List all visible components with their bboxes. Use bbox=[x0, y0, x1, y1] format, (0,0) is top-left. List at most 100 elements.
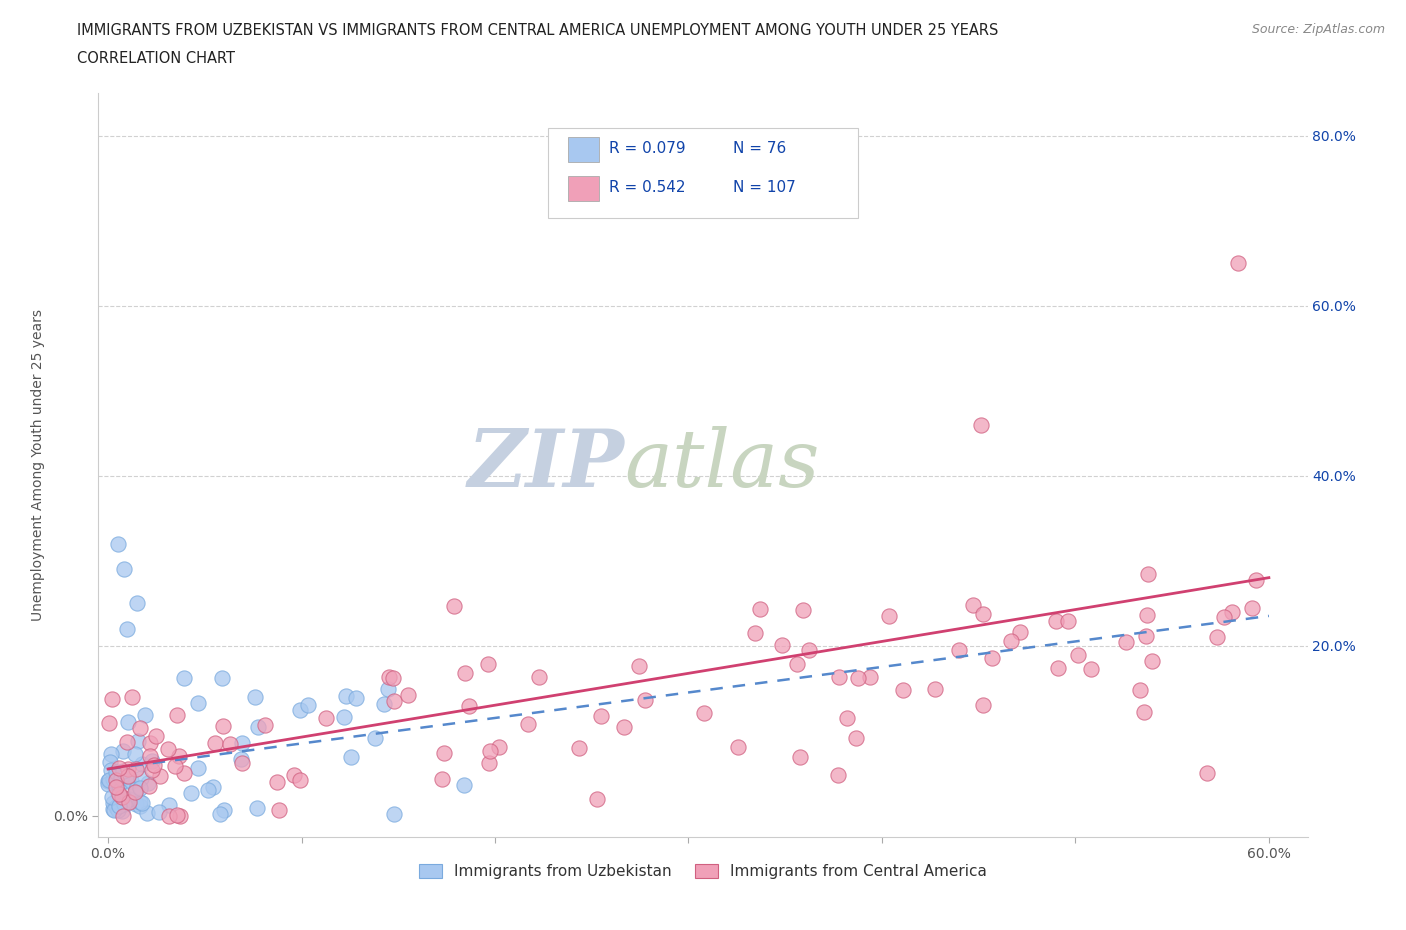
Point bbox=[786, 657, 808, 671]
Point bbox=[204, 736, 226, 751]
Point bbox=[315, 711, 337, 725]
Point bbox=[141, 763, 163, 777]
Point bbox=[457, 698, 479, 713]
Point bbox=[125, 797, 148, 812]
Text: Source: ZipAtlas.com: Source: ZipAtlas.com bbox=[1251, 23, 1385, 36]
Point bbox=[1000, 634, 1022, 649]
Point bbox=[727, 739, 749, 754]
Point bbox=[835, 711, 858, 725]
Point bbox=[212, 718, 235, 733]
Point bbox=[100, 691, 122, 706]
Point bbox=[108, 777, 131, 792]
Point bbox=[111, 808, 134, 823]
Text: R = 0.542: R = 0.542 bbox=[609, 180, 685, 195]
Point bbox=[100, 763, 122, 777]
Point bbox=[1136, 608, 1159, 623]
Point bbox=[148, 804, 170, 819]
Point bbox=[157, 808, 180, 823]
FancyBboxPatch shape bbox=[568, 137, 599, 162]
Point bbox=[877, 608, 900, 623]
Point bbox=[112, 796, 135, 811]
Point bbox=[970, 418, 993, 432]
Point bbox=[141, 753, 163, 768]
Point bbox=[297, 698, 319, 712]
Point bbox=[120, 773, 142, 788]
Text: CORRELATION CHART: CORRELATION CHART bbox=[77, 51, 235, 66]
Point bbox=[1213, 609, 1236, 624]
Point bbox=[1008, 624, 1031, 639]
Point bbox=[384, 807, 406, 822]
Point bbox=[972, 698, 994, 712]
Point bbox=[1133, 704, 1156, 719]
Point bbox=[1136, 566, 1159, 581]
Point bbox=[187, 761, 209, 776]
Point bbox=[100, 790, 122, 804]
Point bbox=[381, 671, 404, 686]
Point bbox=[1206, 630, 1229, 644]
Point bbox=[1142, 654, 1164, 669]
Point bbox=[453, 777, 475, 792]
Point bbox=[1129, 683, 1152, 698]
Point bbox=[180, 786, 202, 801]
Point bbox=[454, 666, 477, 681]
Point bbox=[827, 767, 849, 782]
Point bbox=[859, 670, 882, 684]
Point bbox=[430, 772, 453, 787]
Point bbox=[129, 799, 152, 814]
Point bbox=[477, 657, 499, 671]
Point bbox=[117, 773, 139, 788]
Point bbox=[173, 671, 195, 685]
Point bbox=[1057, 614, 1080, 629]
Point bbox=[98, 773, 121, 788]
Point bbox=[218, 737, 240, 751]
Point bbox=[139, 735, 162, 750]
Point bbox=[103, 796, 125, 811]
Point bbox=[792, 603, 814, 618]
Point bbox=[266, 775, 288, 790]
Point bbox=[1195, 765, 1218, 780]
Point bbox=[136, 776, 159, 790]
Point bbox=[131, 796, 153, 811]
Point bbox=[828, 670, 851, 684]
Text: N = 76: N = 76 bbox=[734, 141, 786, 156]
Point bbox=[97, 774, 120, 789]
Point bbox=[789, 750, 811, 764]
Point bbox=[138, 778, 160, 793]
Point bbox=[1240, 601, 1263, 616]
Point bbox=[377, 682, 399, 697]
Point bbox=[131, 756, 153, 771]
Point bbox=[344, 690, 367, 705]
Point bbox=[129, 794, 152, 809]
Point bbox=[145, 729, 167, 744]
Point bbox=[1067, 647, 1090, 662]
Point bbox=[117, 794, 139, 809]
Point bbox=[845, 731, 868, 746]
Point bbox=[197, 783, 219, 798]
Point bbox=[100, 746, 122, 761]
Text: N = 107: N = 107 bbox=[734, 180, 796, 195]
Point bbox=[797, 642, 820, 657]
Point bbox=[134, 708, 156, 723]
Text: R = 0.079: R = 0.079 bbox=[609, 141, 685, 156]
Point bbox=[924, 682, 946, 697]
Point bbox=[112, 562, 135, 577]
Point bbox=[124, 785, 146, 800]
Point bbox=[1080, 661, 1102, 676]
Point bbox=[105, 765, 128, 780]
Point bbox=[634, 692, 657, 707]
Point bbox=[948, 643, 970, 658]
Point bbox=[527, 670, 550, 684]
Point bbox=[129, 771, 152, 786]
Point bbox=[127, 596, 149, 611]
Point bbox=[124, 747, 146, 762]
Point bbox=[156, 741, 179, 756]
Point bbox=[382, 694, 405, 709]
Point bbox=[891, 683, 914, 698]
Point bbox=[101, 802, 124, 817]
Point bbox=[139, 748, 162, 763]
Point bbox=[107, 537, 129, 551]
Point bbox=[127, 734, 149, 749]
Point bbox=[103, 803, 125, 817]
Point bbox=[247, 719, 270, 734]
Point bbox=[333, 710, 356, 724]
